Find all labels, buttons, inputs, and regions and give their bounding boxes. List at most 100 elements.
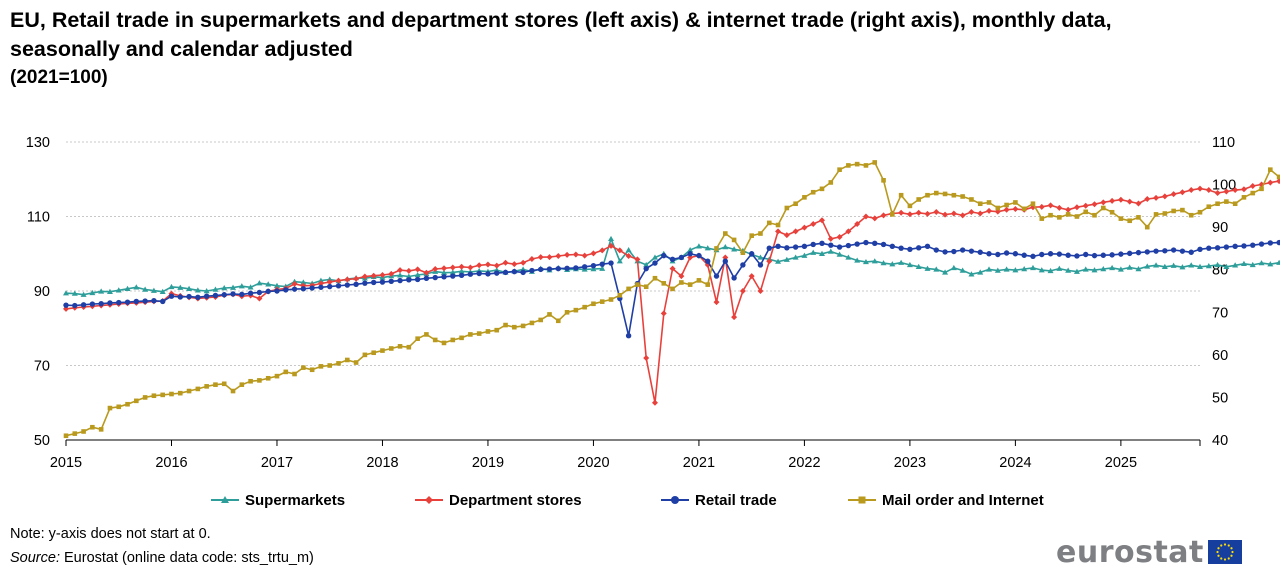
footnote: Note: y-axis does not start at 0. bbox=[10, 526, 211, 542]
data-point bbox=[792, 244, 799, 250]
data-point bbox=[1056, 251, 1063, 257]
data-point bbox=[1091, 267, 1098, 273]
data-point bbox=[599, 261, 605, 267]
flag-star bbox=[1216, 550, 1219, 554]
data-point bbox=[906, 211, 913, 218]
data-point bbox=[766, 245, 772, 251]
data-point bbox=[1135, 266, 1142, 272]
data-point bbox=[616, 247, 623, 254]
data-point bbox=[168, 293, 175, 299]
data-point bbox=[406, 277, 412, 283]
data-point bbox=[819, 217, 825, 224]
source-line: Source: Eurostat (online data code: sts_… bbox=[10, 550, 314, 566]
data-point bbox=[204, 384, 209, 389]
data-point bbox=[582, 304, 587, 310]
data-point bbox=[107, 300, 113, 306]
data-point bbox=[1259, 186, 1264, 192]
data-point bbox=[1065, 206, 1072, 213]
data-point bbox=[441, 265, 447, 272]
data-point bbox=[362, 352, 368, 358]
data-point bbox=[801, 243, 808, 249]
data-point bbox=[986, 207, 993, 214]
legend: Supermarkets Department stores Retail tr… bbox=[0, 488, 1280, 512]
data-point bbox=[643, 284, 649, 290]
data-point bbox=[116, 299, 122, 306]
data-point bbox=[1161, 263, 1168, 269]
data-point bbox=[810, 189, 816, 195]
data-point bbox=[379, 279, 386, 285]
data-point bbox=[90, 424, 95, 430]
data-point bbox=[819, 240, 825, 247]
data-point bbox=[1012, 267, 1019, 273]
data-point bbox=[968, 209, 975, 216]
legend-item-department-stores[interactable]: Department stores bbox=[415, 488, 582, 512]
data-point bbox=[318, 284, 324, 290]
legend-item-supermarkets[interactable]: Supermarkets bbox=[211, 488, 345, 512]
data-point bbox=[977, 210, 984, 217]
data-point bbox=[449, 264, 456, 271]
data-point bbox=[1267, 179, 1274, 186]
data-point bbox=[950, 210, 957, 217]
data-point bbox=[863, 239, 869, 246]
data-point bbox=[1047, 202, 1054, 209]
legend-item-retail-trade[interactable]: Retail trade bbox=[661, 488, 777, 512]
data-point bbox=[933, 190, 939, 196]
data-point bbox=[124, 299, 131, 305]
data-point bbox=[1206, 245, 1212, 251]
source-label: Source: bbox=[10, 550, 60, 566]
data-point bbox=[494, 270, 500, 276]
right-tick-label: 50 bbox=[1212, 390, 1228, 406]
data-point bbox=[616, 258, 623, 264]
flag-star bbox=[1220, 557, 1223, 560]
data-point bbox=[1153, 212, 1159, 217]
data-point bbox=[1100, 252, 1107, 258]
data-point bbox=[915, 263, 922, 269]
data-point bbox=[1056, 204, 1063, 211]
data-point bbox=[881, 178, 886, 183]
data-point bbox=[995, 251, 1001, 258]
legend-label-retail-trade: Retail trade bbox=[695, 491, 777, 509]
data-point bbox=[959, 267, 966, 273]
data-point bbox=[669, 265, 676, 272]
data-point bbox=[1144, 249, 1150, 255]
data-point bbox=[265, 375, 271, 381]
data-point bbox=[520, 259, 527, 266]
legend-marker-retail-trade bbox=[661, 496, 689, 504]
data-point bbox=[1126, 250, 1133, 257]
data-point bbox=[98, 427, 104, 432]
data-point bbox=[142, 286, 149, 292]
left-axis-ticks: 50 70 90 110 130 bbox=[26, 135, 50, 449]
data-point bbox=[529, 267, 535, 274]
left-tick-label: 50 bbox=[34, 433, 50, 449]
data-point bbox=[573, 307, 579, 313]
data-point bbox=[238, 283, 245, 289]
data-point bbox=[150, 287, 157, 293]
data-point bbox=[863, 163, 869, 168]
data-point bbox=[846, 163, 851, 168]
data-point bbox=[801, 224, 808, 231]
data-point bbox=[740, 250, 746, 255]
data-point bbox=[151, 393, 157, 399]
data-point bbox=[766, 258, 773, 265]
data-point bbox=[1180, 207, 1185, 213]
chart-subtitle: (2021=100) bbox=[10, 67, 108, 88]
data-point bbox=[1161, 193, 1168, 200]
data-point bbox=[951, 248, 957, 255]
data-point bbox=[265, 288, 271, 295]
data-point bbox=[1276, 178, 1280, 185]
data-point bbox=[608, 297, 614, 302]
data-point bbox=[458, 268, 465, 274]
data-point bbox=[1083, 209, 1089, 215]
data-point bbox=[1276, 239, 1280, 246]
data-point bbox=[898, 192, 904, 198]
data-point bbox=[713, 273, 720, 279]
legend-item-mail-order[interactable]: Mail order and Internet bbox=[848, 488, 1044, 512]
data-point bbox=[106, 288, 113, 294]
data-point bbox=[572, 251, 579, 258]
data-point bbox=[837, 167, 842, 172]
data-point bbox=[107, 405, 113, 411]
data-point bbox=[731, 246, 738, 252]
data-point bbox=[388, 278, 394, 285]
data-point bbox=[907, 246, 913, 252]
